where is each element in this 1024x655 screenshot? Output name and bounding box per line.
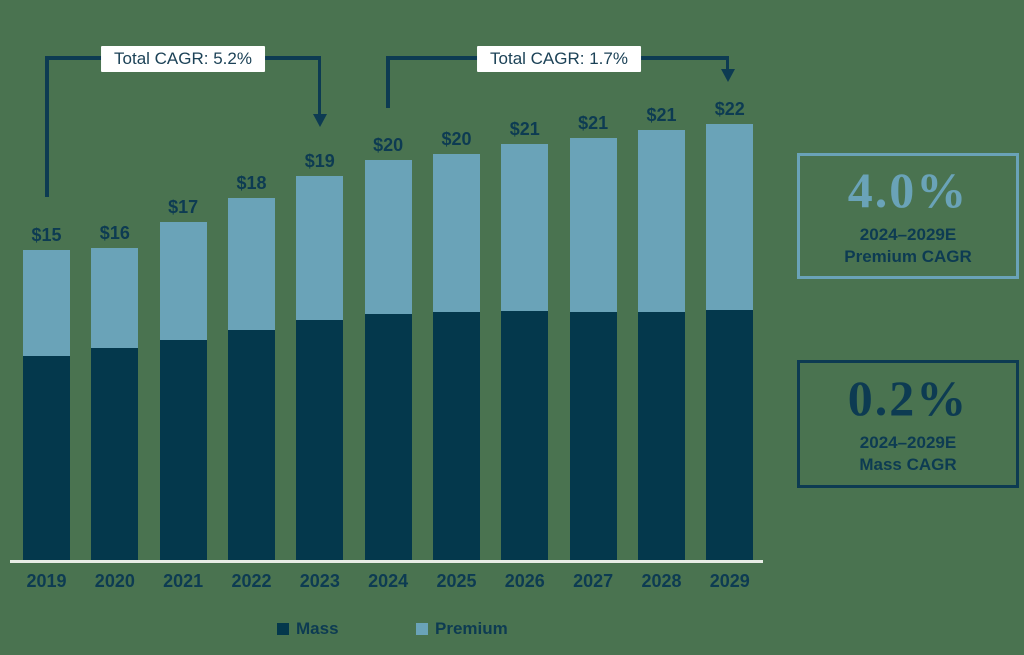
x-axis-label-2022: 2022 <box>231 571 272 591</box>
bar-segment-premium-2025 <box>432 154 480 312</box>
x-axis-label-2021: 2021 <box>163 571 204 591</box>
bar-segment-mass-2021 <box>159 340 207 561</box>
bar-segment-premium-2020 <box>91 248 139 348</box>
premium-cagr-caption: Premium CAGR <box>844 246 972 266</box>
x-axis-label-2023: 2023 <box>299 571 340 591</box>
bracket1-arrowhead-icon <box>312 114 327 127</box>
bar-2019 <box>23 250 70 561</box>
bar-segment-mass-2027 <box>569 312 617 561</box>
bar-segment-mass-2020 <box>91 348 139 561</box>
bar-value-label-2023: $19 <box>304 151 335 171</box>
bar-segment-premium-2023 <box>296 176 344 320</box>
bar-value-label-2019: $15 <box>31 225 62 245</box>
bracket2-arrow-line <box>725 56 730 69</box>
bar-2026 <box>501 144 549 561</box>
bar-value-label-2020: $16 <box>99 223 130 243</box>
bar-value-label-2028: $21 <box>646 105 677 125</box>
total-cagr-label-2019-2023: Total CAGR: 5.2% <box>101 46 265 72</box>
bar-2025 <box>432 154 480 561</box>
x-axis-label-2029: 2029 <box>709 571 750 591</box>
bar-2023 <box>296 176 344 561</box>
bar-2028 <box>637 130 685 561</box>
mass-cagr-value: 0.2% <box>847 369 969 426</box>
bar-segment-mass-2025 <box>432 312 480 561</box>
bar-value-label-2027: $21 <box>578 113 609 133</box>
mass-cagr-caption: Mass CAGR <box>859 454 957 474</box>
bar-value-label-2029: $22 <box>714 99 745 119</box>
bar-2027 <box>569 138 617 561</box>
mass-legend-swatch-icon <box>277 623 289 635</box>
bar-segment-mass-2022 <box>227 330 275 561</box>
legend-item-mass: Mass <box>277 619 339 639</box>
x-axis-label-2026: 2026 <box>504 571 545 591</box>
bar-segment-mass-2028 <box>637 312 685 561</box>
bar-segment-mass-2019 <box>23 356 70 561</box>
mass-cagr-callout: 0.2% 2024–2029E Mass CAGR <box>797 360 1019 488</box>
bar-2020 <box>91 248 139 561</box>
bracket1-arrow-line <box>317 56 322 114</box>
bar-segment-premium-2029 <box>706 124 754 310</box>
bar-value-label-2022: $18 <box>236 173 267 193</box>
bar-value-label-2024: $20 <box>373 135 404 155</box>
premium-legend-swatch-icon <box>416 623 428 635</box>
bar-segment-premium-2026 <box>501 144 549 311</box>
x-axis-label-2024: 2024 <box>368 571 409 591</box>
bar-2022 <box>227 198 275 561</box>
bar-segment-premium-2027 <box>569 138 617 312</box>
bar-value-label-2026: $21 <box>509 119 540 139</box>
bar-segment-mass-2026 <box>501 311 549 561</box>
x-axis-label-2028: 2028 <box>641 571 682 591</box>
bar-segment-premium-2024 <box>364 160 412 314</box>
bar-2029 <box>706 124 754 561</box>
bar-segment-premium-2019 <box>23 250 70 356</box>
bar-segment-premium-2021 <box>159 222 207 340</box>
bracket2-arrowhead-icon <box>720 69 735 82</box>
total-cagr-label-2024-2029: Total CAGR: 1.7% <box>477 46 641 72</box>
premium-cagr-callout: 4.0% 2024–2029E Premium CAGR <box>797 153 1019 279</box>
bar-segment-premium-2028 <box>637 130 685 312</box>
bar-value-label-2025: $20 <box>441 129 472 149</box>
x-axis-line <box>10 560 763 563</box>
bar-segment-mass-2029 <box>706 310 754 561</box>
bar-segment-mass-2023 <box>296 320 344 561</box>
legend-item-premium: Premium <box>416 619 508 639</box>
mass-cagr-period: 2024–2029E <box>859 432 957 452</box>
bar-segment-mass-2024 <box>364 314 412 561</box>
legend-label-premium: Premium <box>435 619 508 638</box>
bracket1-left-line <box>45 56 49 197</box>
bar-segment-premium-2022 <box>227 198 275 330</box>
bracket2-left-line <box>386 56 390 108</box>
premium-cagr-value: 4.0% <box>847 161 969 218</box>
x-axis-label-2019: 2019 <box>26 571 67 591</box>
bar-2024 <box>364 160 412 561</box>
x-axis-label-2020: 2020 <box>94 571 135 591</box>
premium-cagr-period: 2024–2029E <box>859 224 957 244</box>
x-axis-label-2027: 2027 <box>573 571 614 591</box>
bar-2021 <box>159 222 207 561</box>
x-axis-label-2025: 2025 <box>436 571 477 591</box>
bar-value-label-2021: $17 <box>168 197 199 217</box>
legend-label-mass: Mass <box>296 619 339 638</box>
